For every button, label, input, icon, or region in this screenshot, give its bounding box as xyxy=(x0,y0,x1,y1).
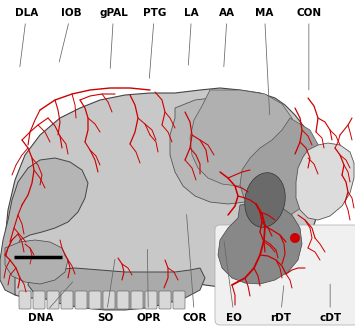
Text: AA: AA xyxy=(219,8,235,67)
Polygon shape xyxy=(190,90,296,186)
FancyBboxPatch shape xyxy=(145,291,157,309)
Polygon shape xyxy=(0,158,88,295)
FancyBboxPatch shape xyxy=(131,291,143,309)
Text: SO: SO xyxy=(98,259,115,323)
Text: DNA: DNA xyxy=(28,282,73,323)
Text: DLA: DLA xyxy=(15,8,38,67)
FancyBboxPatch shape xyxy=(103,291,115,309)
Text: IOB: IOB xyxy=(59,8,81,62)
FancyBboxPatch shape xyxy=(89,291,101,309)
Polygon shape xyxy=(170,97,282,204)
Text: EO: EO xyxy=(224,241,242,323)
FancyBboxPatch shape xyxy=(173,291,185,309)
Text: cDT: cDT xyxy=(319,284,341,323)
Polygon shape xyxy=(5,240,68,284)
Text: COR: COR xyxy=(182,214,207,323)
Polygon shape xyxy=(296,143,354,220)
Text: rDT: rDT xyxy=(270,286,291,323)
Text: MA: MA xyxy=(255,8,274,115)
Circle shape xyxy=(290,233,300,243)
Text: CON: CON xyxy=(296,8,321,90)
Polygon shape xyxy=(28,268,205,310)
FancyBboxPatch shape xyxy=(19,291,31,309)
FancyBboxPatch shape xyxy=(33,291,45,309)
Text: LA: LA xyxy=(184,8,199,65)
Text: PTG: PTG xyxy=(143,8,166,78)
Text: OPR: OPR xyxy=(136,249,160,323)
FancyBboxPatch shape xyxy=(117,291,129,309)
Polygon shape xyxy=(5,88,322,298)
Polygon shape xyxy=(218,202,302,284)
Polygon shape xyxy=(240,118,320,218)
FancyBboxPatch shape xyxy=(159,291,171,309)
FancyBboxPatch shape xyxy=(75,291,87,309)
FancyBboxPatch shape xyxy=(61,291,73,309)
FancyBboxPatch shape xyxy=(47,291,59,309)
FancyBboxPatch shape xyxy=(215,225,355,325)
Ellipse shape xyxy=(245,173,285,227)
Text: gPAL: gPAL xyxy=(99,8,128,69)
